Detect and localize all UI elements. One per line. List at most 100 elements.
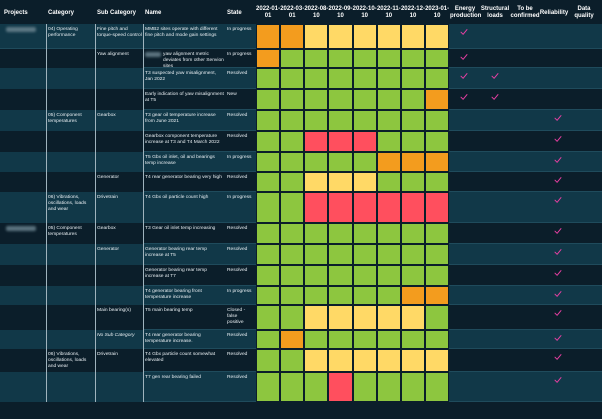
issue-name-cell[interactable]: yaw alignment metric deviates from other…: [163, 52, 224, 69]
issue-name-cell[interactable]: T4 generator bearing front temperature i…: [145, 289, 202, 300]
header-date[interactable]: 2022-12-10: [400, 6, 425, 19]
status-cell[interactable]: [280, 172, 305, 192]
status-cell[interactable]: [280, 244, 305, 265]
status-cell[interactable]: [376, 89, 401, 110]
issue-name-cell[interactable]: MMB2 sites operate with different fine p…: [145, 27, 218, 38]
status-cell[interactable]: [376, 286, 401, 305]
status-cell[interactable]: [376, 152, 401, 172]
header-date[interactable]: 2022-09-10: [328, 6, 353, 19]
status-cell[interactable]: [304, 192, 329, 223]
status-cell[interactable]: [352, 89, 377, 110]
status-cell[interactable]: [376, 349, 401, 372]
status-cell[interactable]: [400, 305, 426, 330]
status-cell[interactable]: [352, 49, 377, 68]
header-date[interactable]: 2022-10-10: [352, 6, 377, 19]
status-cell[interactable]: [400, 110, 426, 131]
status-cell[interactable]: [304, 244, 329, 265]
status-cell[interactable]: [280, 192, 305, 223]
status-cell[interactable]: [304, 110, 329, 131]
header-projects[interactable]: Projects: [4, 10, 28, 16]
status-cell[interactable]: [256, 152, 281, 172]
header-to-be-confirmed[interactable]: To be confirmed: [510, 6, 540, 19]
status-cell[interactable]: [400, 192, 426, 223]
header-date[interactable]: 2022-03-01: [280, 6, 305, 19]
status-cell[interactable]: [256, 110, 281, 131]
status-cell[interactable]: [352, 349, 377, 372]
status-cell[interactable]: [376, 244, 401, 265]
status-cell[interactable]: [376, 24, 401, 49]
status-cell[interactable]: [256, 68, 281, 89]
status-cell[interactable]: [400, 131, 426, 152]
status-cell[interactable]: [352, 244, 377, 265]
status-cell[interactable]: [256, 372, 281, 402]
status-cell[interactable]: [425, 152, 450, 172]
status-cell[interactable]: [425, 244, 450, 265]
status-cell[interactable]: [328, 223, 353, 244]
status-cell[interactable]: [425, 68, 450, 89]
status-cell[interactable]: [328, 372, 353, 402]
status-cell[interactable]: [304, 131, 329, 152]
status-cell[interactable]: [304, 286, 329, 305]
status-cell[interactable]: [400, 172, 426, 192]
status-cell[interactable]: [304, 24, 329, 49]
status-cell[interactable]: [256, 349, 281, 372]
status-cell[interactable]: [352, 131, 377, 152]
status-cell[interactable]: [304, 330, 329, 349]
status-cell[interactable]: [280, 330, 305, 349]
status-cell[interactable]: [352, 172, 377, 192]
status-cell[interactable]: [400, 89, 426, 110]
status-cell[interactable]: [425, 49, 450, 68]
status-cell[interactable]: [328, 110, 353, 131]
status-cell[interactable]: [376, 49, 401, 68]
status-cell[interactable]: [425, 372, 450, 402]
status-cell[interactable]: [352, 305, 377, 330]
header-date[interactable]: 2022-08-10: [304, 6, 329, 19]
status-cell[interactable]: [280, 68, 305, 89]
status-cell[interactable]: [425, 89, 450, 110]
status-cell[interactable]: [328, 89, 353, 110]
status-cell[interactable]: [304, 172, 329, 192]
status-cell[interactable]: [304, 223, 329, 244]
status-cell[interactable]: [400, 349, 426, 372]
issue-name-cell[interactable]: T3 Gear oil inlet temp increasing: [145, 226, 216, 231]
status-cell[interactable]: [400, 24, 426, 49]
status-cell[interactable]: [256, 244, 281, 265]
status-cell[interactable]: [352, 372, 377, 402]
status-cell[interactable]: [280, 89, 305, 110]
status-cell[interactable]: [280, 305, 305, 330]
status-cell[interactable]: [328, 131, 353, 152]
issue-name-cell[interactable]: T5 main bearing temp: [145, 308, 193, 313]
status-cell[interactable]: [256, 265, 281, 286]
status-cell[interactable]: [280, 24, 305, 49]
status-cell[interactable]: [400, 68, 426, 89]
status-cell[interactable]: [352, 330, 377, 349]
status-cell[interactable]: [280, 223, 305, 244]
status-cell[interactable]: [400, 330, 426, 349]
issue-name-cell[interactable]: T3 gear oil temperature increase from Ju…: [145, 113, 216, 124]
status-cell[interactable]: [328, 49, 353, 68]
issue-name-cell[interactable]: T4 Gbx particle count somewhat elevated: [145, 352, 216, 363]
status-cell[interactable]: [328, 24, 353, 49]
header-category[interactable]: Category: [48, 10, 75, 16]
status-cell[interactable]: [376, 223, 401, 244]
status-cell[interactable]: [376, 265, 401, 286]
status-cell[interactable]: [352, 152, 377, 172]
status-cell[interactable]: [352, 192, 377, 223]
header-energy-production[interactable]: Energy production: [450, 6, 482, 19]
status-cell[interactable]: [376, 305, 401, 330]
status-cell[interactable]: [256, 49, 281, 68]
issue-name-cell[interactable]: T4 rear generator bearing temperature in…: [145, 333, 201, 344]
status-cell[interactable]: [280, 131, 305, 152]
status-cell[interactable]: [328, 152, 353, 172]
status-cell[interactable]: [256, 131, 281, 152]
status-cell[interactable]: [256, 223, 281, 244]
issue-name-cell[interactable]: T7 gen rear bearing failed: [145, 375, 202, 380]
issue-name-cell[interactable]: Early indication of yaw misalignment at …: [145, 92, 224, 103]
status-cell[interactable]: [256, 24, 281, 49]
header-subcategory[interactable]: Sub Category: [97, 10, 137, 16]
status-cell[interactable]: [400, 49, 426, 68]
issue-name-cell[interactable]: T5 Gbx oil inlet, oil and bearings temp …: [145, 155, 215, 166]
status-cell[interactable]: [425, 330, 450, 349]
status-cell[interactable]: [400, 223, 426, 244]
issue-name-cell[interactable]: Generator bearing rear temp increase at …: [145, 268, 207, 279]
